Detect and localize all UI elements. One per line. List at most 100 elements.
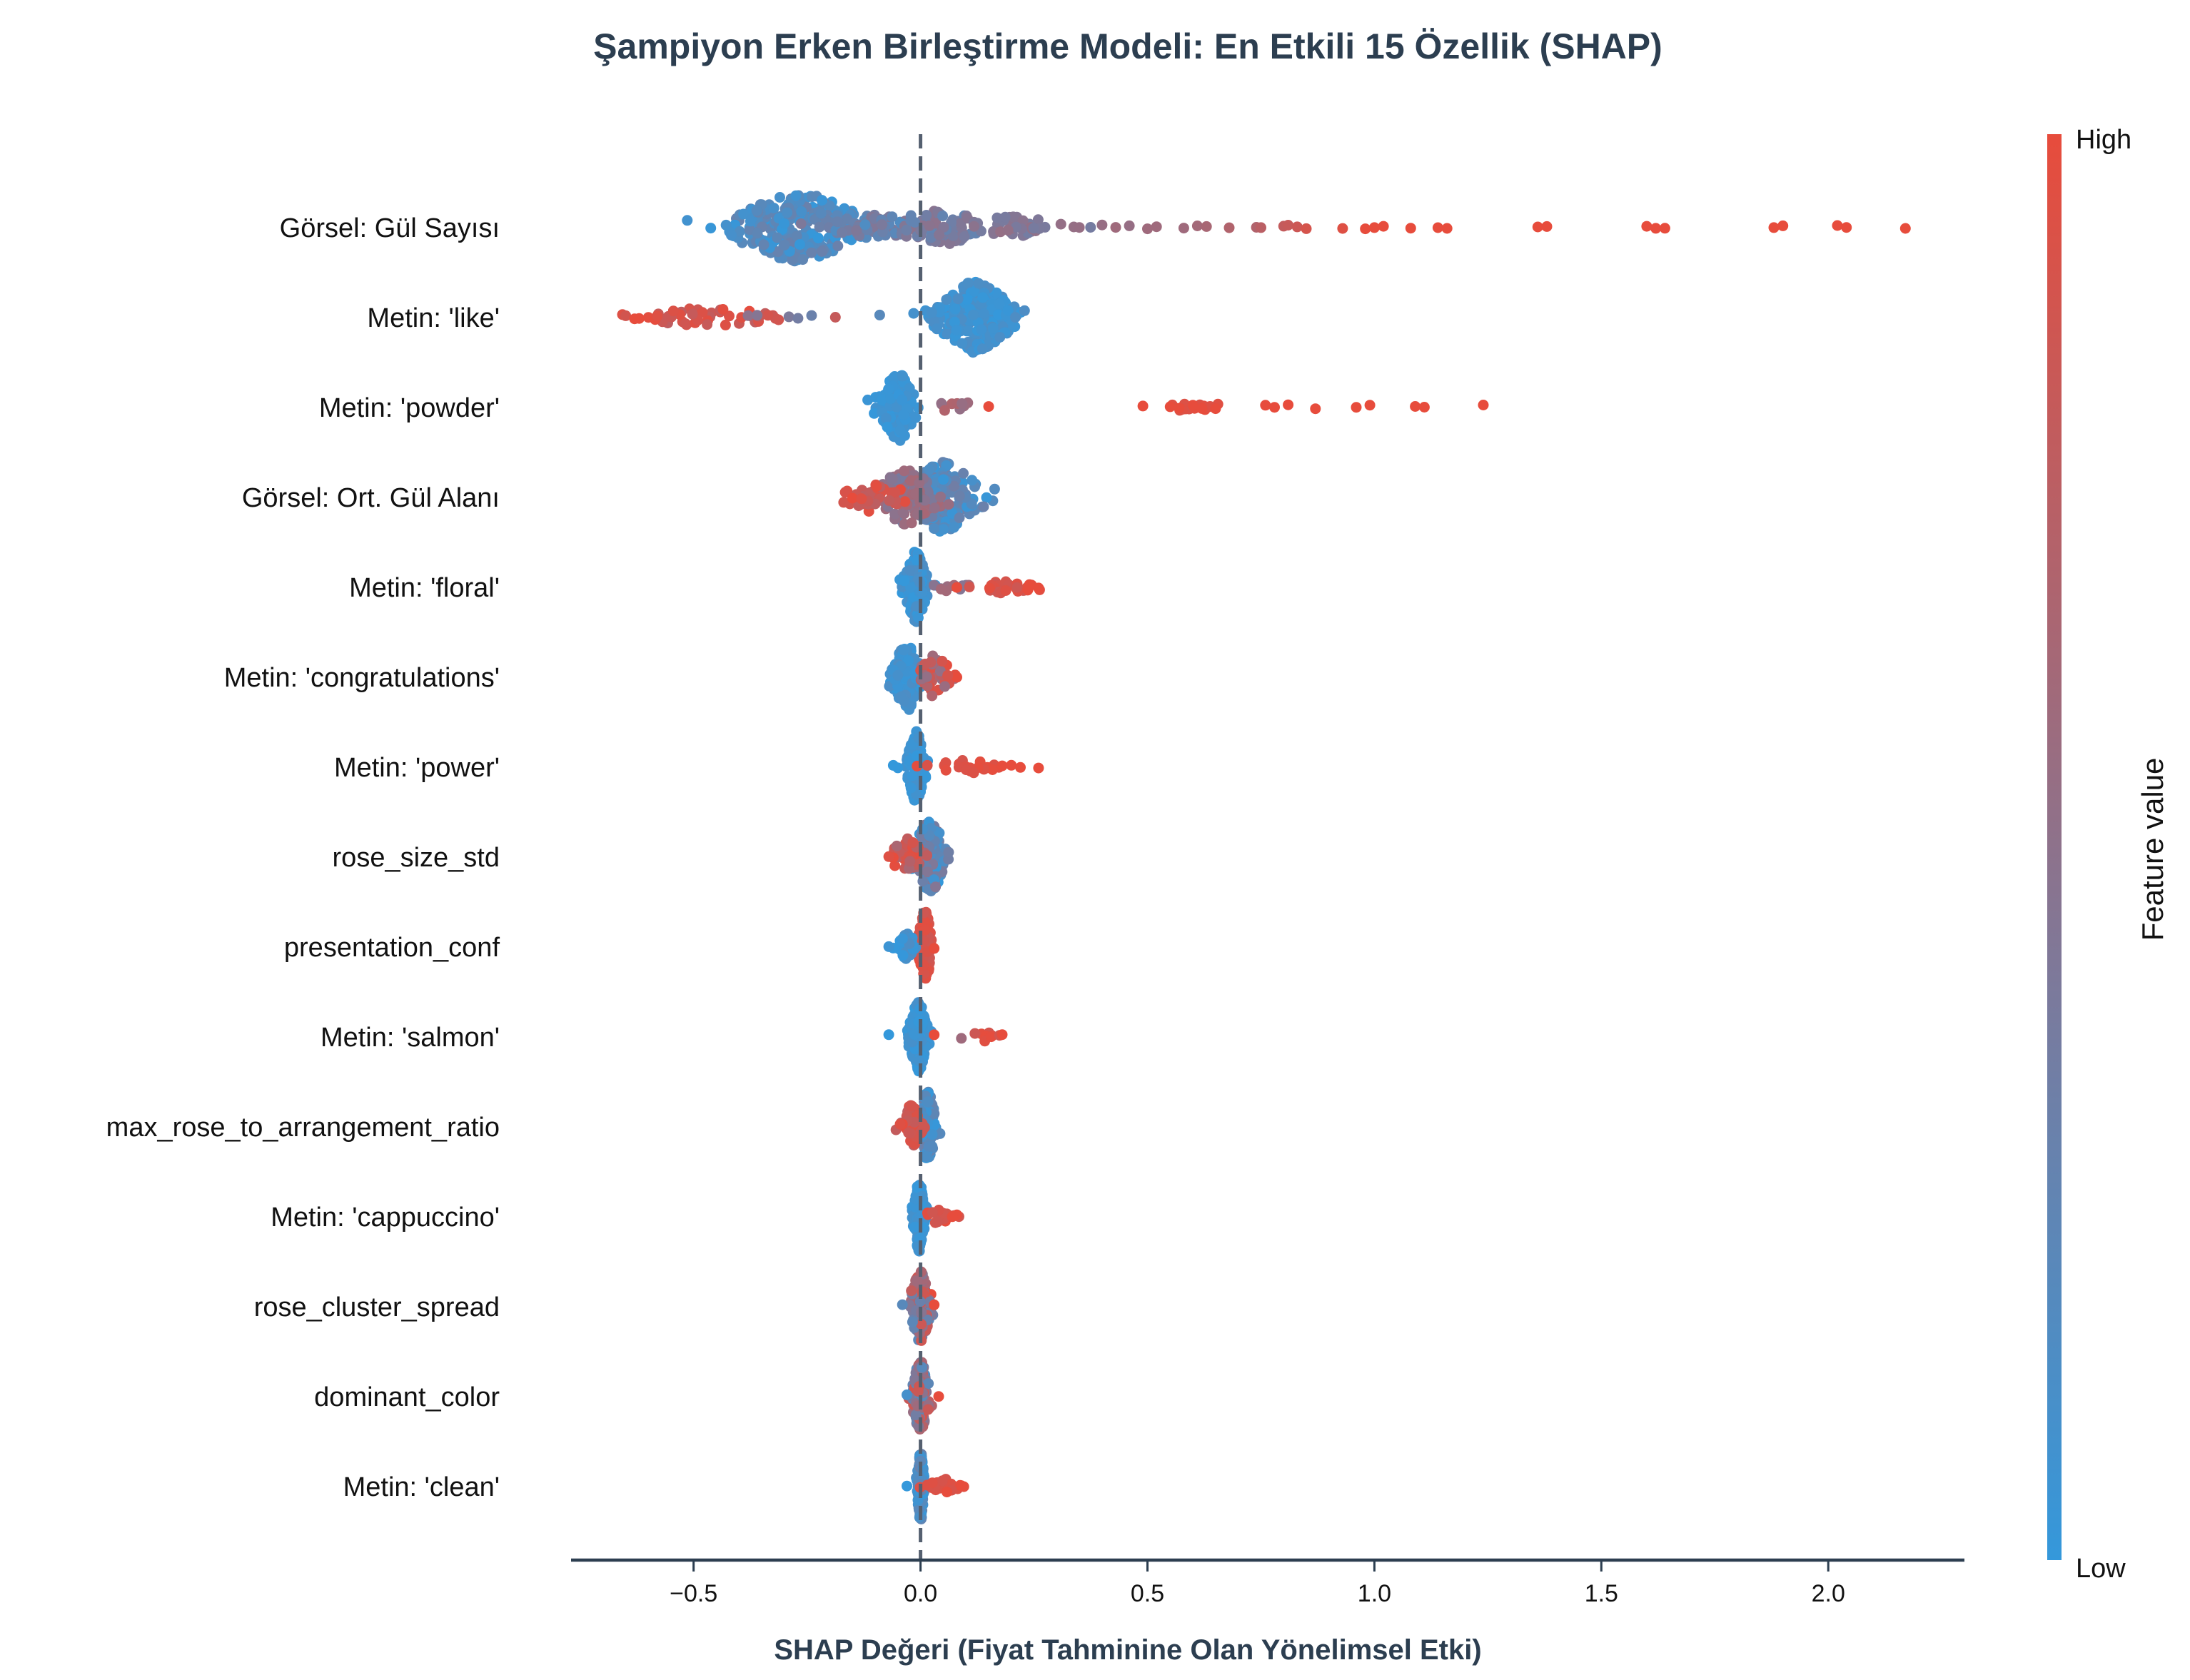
shap-point bbox=[1283, 399, 1294, 410]
shap-point bbox=[891, 402, 902, 413]
shap-point bbox=[897, 950, 909, 961]
shap-point bbox=[905, 475, 917, 486]
shap-point bbox=[1841, 222, 1852, 233]
shap-point bbox=[967, 475, 978, 486]
shap-point bbox=[774, 192, 785, 203]
shap-point bbox=[856, 493, 867, 505]
shap-point bbox=[1033, 582, 1044, 594]
shap-point bbox=[883, 383, 894, 395]
shap-point bbox=[943, 846, 954, 858]
shap-point bbox=[790, 190, 802, 201]
shap-point bbox=[817, 246, 827, 257]
shap-point bbox=[949, 303, 961, 315]
shap-point bbox=[883, 851, 894, 862]
shap-point bbox=[938, 474, 949, 485]
shap-point bbox=[796, 206, 807, 217]
shap-point bbox=[978, 308, 989, 319]
shap-point bbox=[904, 755, 915, 766]
shap-point bbox=[1291, 221, 1303, 233]
shap-point bbox=[839, 487, 851, 498]
shap-point bbox=[906, 517, 917, 529]
shap-point bbox=[797, 254, 809, 265]
shap-point bbox=[983, 401, 994, 413]
shap-point bbox=[758, 239, 769, 251]
shap-point bbox=[894, 1118, 906, 1130]
shap-point bbox=[783, 311, 794, 323]
shap-point bbox=[667, 305, 679, 317]
shap-point bbox=[902, 1480, 912, 1492]
shap-point bbox=[752, 228, 763, 239]
shap-point bbox=[927, 690, 938, 702]
shap-point bbox=[907, 1100, 918, 1112]
shap-point bbox=[913, 1016, 924, 1028]
shap-point bbox=[952, 672, 962, 683]
feature-label: rose_size_std bbox=[333, 843, 500, 873]
shap-point bbox=[905, 582, 917, 593]
shap-point bbox=[909, 1221, 920, 1233]
shap-point bbox=[779, 239, 790, 251]
shap-point bbox=[934, 229, 945, 241]
shap-point bbox=[824, 200, 835, 211]
shap-point bbox=[838, 497, 849, 508]
shap-point bbox=[772, 246, 784, 258]
shap-point bbox=[978, 501, 989, 512]
y-axis-labels: Görsel: Gül Sayısı Metin: 'like' Metin: 'p… bbox=[106, 213, 500, 1502]
shap-point bbox=[914, 1296, 926, 1307]
shap-point bbox=[937, 211, 949, 222]
shap-point bbox=[927, 1477, 938, 1489]
shap-point bbox=[1405, 223, 1416, 234]
shap-point bbox=[914, 477, 925, 489]
shap-point bbox=[762, 310, 774, 321]
shap-point bbox=[1223, 222, 1235, 233]
shap-point bbox=[956, 1480, 967, 1492]
shap-point bbox=[930, 881, 942, 893]
colorbar bbox=[2047, 134, 2062, 1560]
shap-point bbox=[1002, 224, 1014, 236]
shap-point bbox=[922, 759, 933, 771]
shap-point bbox=[959, 231, 970, 242]
shap-point bbox=[907, 837, 919, 849]
shap-point bbox=[963, 278, 974, 289]
shap-point bbox=[1641, 221, 1652, 232]
shap-point bbox=[910, 1410, 922, 1421]
shap-point bbox=[986, 1031, 997, 1043]
shap-point bbox=[877, 219, 888, 231]
shap-point bbox=[951, 325, 962, 336]
shap-point bbox=[935, 584, 947, 594]
x-tick-label: 2.0 bbox=[1812, 1580, 1845, 1607]
shap-point bbox=[682, 215, 693, 226]
feature-label: Metin: 'power' bbox=[334, 753, 500, 783]
shap-point bbox=[1085, 222, 1096, 233]
shap-point bbox=[941, 294, 952, 305]
shap-point bbox=[898, 644, 909, 656]
shap-point bbox=[1541, 221, 1553, 232]
shap-point bbox=[969, 286, 980, 297]
shap-point bbox=[633, 313, 645, 324]
shap-point bbox=[968, 309, 979, 320]
shap-point bbox=[947, 230, 959, 241]
x-axis-ticks: −0.5 0.0 0.5 1.0 1.5 2.0 bbox=[670, 1560, 1845, 1607]
shap-point bbox=[1033, 762, 1044, 774]
shap-point bbox=[832, 241, 844, 252]
shap-point bbox=[907, 770, 918, 781]
shap-point bbox=[908, 308, 919, 319]
shap-point bbox=[1899, 223, 1911, 234]
shap-point bbox=[920, 771, 932, 782]
shap-point bbox=[1432, 222, 1443, 233]
shap-point bbox=[922, 866, 933, 878]
shap-point bbox=[958, 467, 969, 479]
shap-point bbox=[915, 1455, 927, 1467]
shap-point bbox=[897, 1299, 908, 1310]
colorbar-low-label: Low bbox=[2076, 1554, 2126, 1584]
shap-point bbox=[817, 195, 827, 206]
shap-point bbox=[1187, 400, 1199, 411]
shap-point bbox=[926, 307, 937, 318]
shap-point bbox=[899, 465, 910, 477]
shap-point bbox=[812, 233, 824, 243]
shap-point bbox=[1019, 305, 1030, 316]
shap-point bbox=[772, 232, 783, 243]
shap-point bbox=[963, 325, 974, 336]
shap-point bbox=[1301, 223, 1312, 234]
shap-point bbox=[726, 229, 737, 241]
